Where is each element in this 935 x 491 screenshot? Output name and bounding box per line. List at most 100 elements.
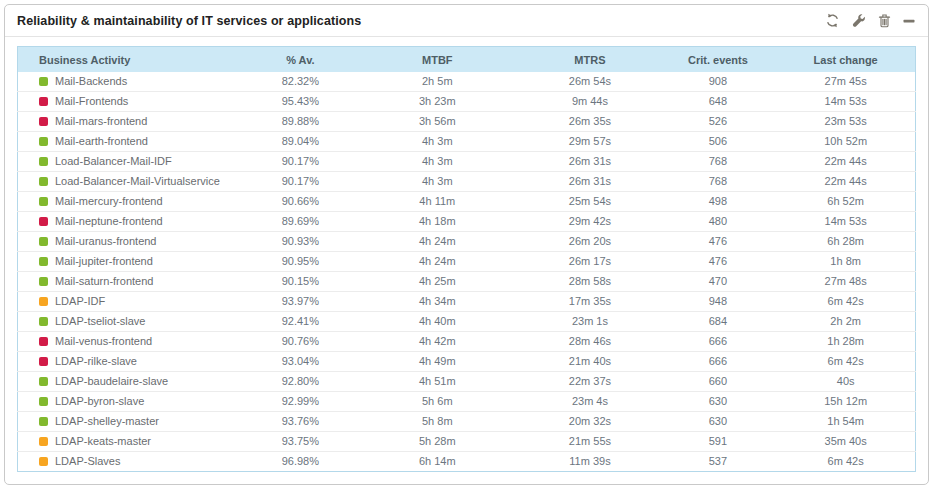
cell-value: 2h 5m [354,72,520,92]
status-square-green [39,237,48,246]
cell-value: 666 [660,332,777,352]
business-activity-cell: Load-Balancer-Mail-IDF [18,152,247,172]
cell-value: 4h 24m [354,252,520,272]
cell-value: 14m 53s [776,212,915,232]
business-activity-name: LDAP-shelley-master [55,415,159,427]
cell-value: 4h 49m [354,352,520,372]
business-activity-name: Mail-saturn-frontend [55,275,153,287]
table-body: Mail-Backends82.32%2h 5m26m 54s90827m 45… [18,72,916,472]
table-row: LDAP-tseliot-slave92.41%4h 40m23m 1s6842… [18,312,916,332]
cell-value: 4h 24m [354,232,520,252]
cell-value: 648 [660,92,777,112]
cell-value: 96.98% [246,452,354,472]
business-activity-name: LDAP-IDF [55,295,105,307]
cell-value: 1h 54m [776,412,915,432]
status-square-red [39,357,48,366]
services-table: Business Activity % Av. MTBF MTRS Crit. … [17,46,916,472]
cell-value: 4h 3m [354,132,520,152]
cell-value: 23m 1s [520,312,659,332]
business-activity-cell: Mail-saturn-frontend [18,272,247,292]
delete-button[interactable] [877,13,892,29]
cell-value: 95.43% [246,92,354,112]
business-activity-cell: Mail-Backends [18,72,247,92]
table-row: Mail-uranus-frontend90.93%4h 24m26m 20s4… [18,232,916,252]
table-row: Mail-Backends82.32%2h 5m26m 54s90827m 45… [18,72,916,92]
business-activity-name: LDAP-tseliot-slave [55,315,145,327]
column-header-business-activity: Business Activity [18,47,247,73]
table-row: LDAP-Slaves96.98%6h 14m11m 39s5376m 42s [18,452,916,472]
table-row: LDAP-shelley-master93.76%5h 8m20m 32s630… [18,412,916,432]
table-row: Mail-venus-frontend90.76%4h 42m28m 46s66… [18,332,916,352]
business-activity-name: Mail-neptune-frontend [55,215,163,227]
cell-value: 82.32% [246,72,354,92]
business-activity-cell: Mail-venus-frontend [18,332,247,352]
cell-value: 660 [660,372,777,392]
cell-value: 1h 28m [776,332,915,352]
cell-value: 90.66% [246,192,354,212]
cell-value: 26m 54s [520,72,659,92]
cell-value: 14m 53s [776,92,915,112]
cell-value: 26m 31s [520,152,659,172]
business-activity-cell: Load-Balancer-Mail-Virtualservice [18,172,247,192]
cell-value: 23m 53s [776,112,915,132]
cell-value: 498 [660,192,777,212]
cell-value: 40s [776,372,915,392]
cell-value: 21m 55s [520,432,659,452]
cell-value: 6h 14m [354,452,520,472]
cell-value: 4h 42m [354,332,520,352]
cell-value: 4h 34m [354,292,520,312]
cell-value: 20m 32s [520,412,659,432]
cell-value: 25m 54s [520,192,659,212]
cell-value: 90.17% [246,152,354,172]
cell-value: 6h 52m [776,192,915,212]
status-square-orange [39,297,48,306]
business-activity-name: LDAP-Slaves [55,455,120,467]
cell-value: 89.04% [246,132,354,152]
table-row: LDAP-baudelaire-slave92.80%4h 51m22m 37s… [18,372,916,392]
table-row: Mail-mercury-frontend90.66%4h 11m25m 54s… [18,192,916,212]
table-header-row: Business Activity % Av. MTBF MTRS Crit. … [18,47,916,73]
panel-title: Reliability & maintainability of IT serv… [17,14,361,28]
cell-value: 684 [660,312,777,332]
cell-value: 92.80% [246,372,354,392]
wrench-icon [852,14,866,28]
cell-value: 90.76% [246,332,354,352]
minimize-button[interactable] [902,13,916,29]
cell-value: 90.17% [246,172,354,192]
cell-value: 93.04% [246,352,354,372]
refresh-button[interactable] [824,12,841,29]
business-activity-cell: LDAP-byron-slave [18,392,247,412]
cell-value: 92.41% [246,312,354,332]
cell-value: 470 [660,272,777,292]
status-square-green [39,77,48,86]
business-activity-cell: LDAP-rilke-slave [18,352,247,372]
column-header-mtbf: MTBF [354,47,520,73]
business-activity-name: LDAP-baudelaire-slave [55,375,168,387]
status-square-orange [39,437,48,446]
cell-value: 17m 35s [520,292,659,312]
table-row: Mail-earth-frontend89.04%4h 3m29m 57s506… [18,132,916,152]
cell-value: 27m 48s [776,272,915,292]
table-row: Mail-jupiter-frontend90.95%4h 24m26m 17s… [18,252,916,272]
cell-value: 22m 44s [776,152,915,172]
configure-button[interactable] [851,13,867,29]
business-activity-name: Mail-mars-frontend [55,115,147,127]
cell-value: 26m 20s [520,232,659,252]
cell-value: 666 [660,352,777,372]
cell-value: 22m 37s [520,372,659,392]
status-square-green [39,177,48,186]
table-row: LDAP-byron-slave92.99%5h 6m23m 4s63015h … [18,392,916,412]
cell-value: 4h 3m [354,172,520,192]
cell-value: 26m 31s [520,172,659,192]
cell-value: 89.69% [246,212,354,232]
cell-value: 5h 28m [354,432,520,452]
cell-value: 22m 44s [776,172,915,192]
column-header-crit-events: Crit. events [660,47,777,73]
table-row: Load-Balancer-Mail-Virtualservice90.17%4… [18,172,916,192]
cell-value: 35m 40s [776,432,915,452]
business-activity-name: LDAP-keats-master [55,435,151,447]
cell-value: 480 [660,212,777,232]
cell-value: 476 [660,252,777,272]
status-square-green [39,277,48,286]
status-square-green [39,257,48,266]
